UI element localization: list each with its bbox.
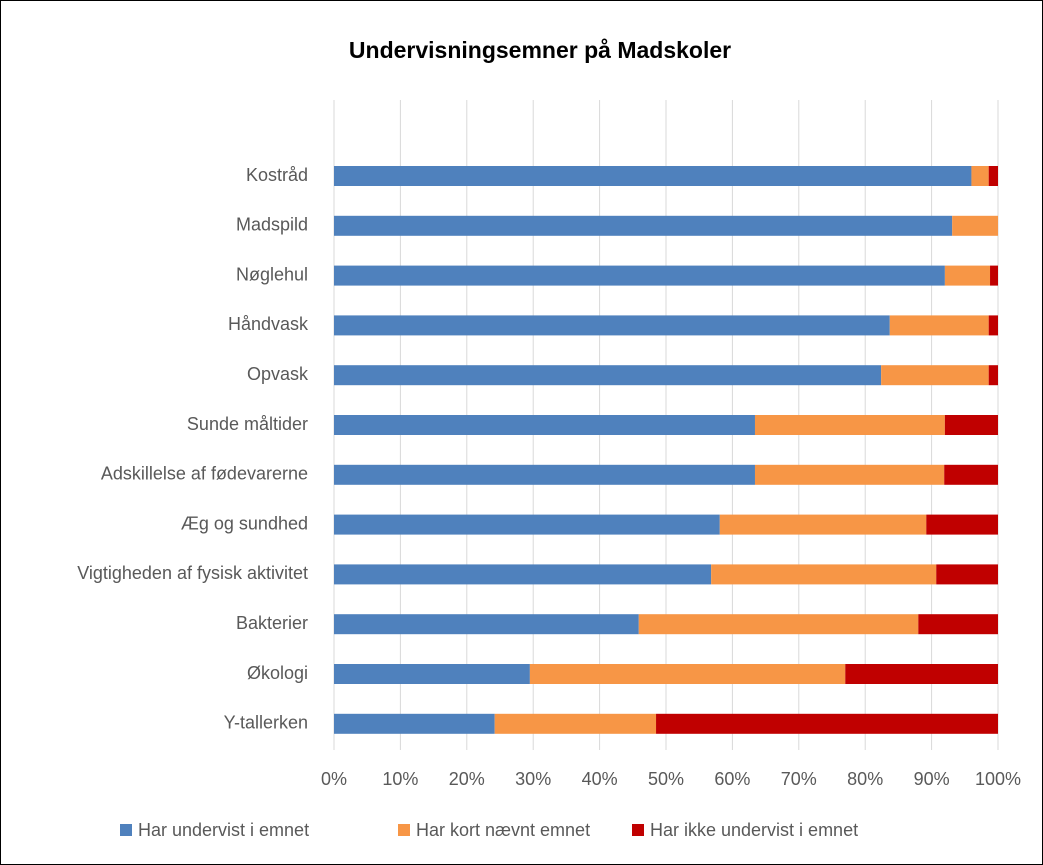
- y-tick-label: Adskillelse af fødevarerne: [101, 464, 308, 484]
- y-tick-label: Bakterier: [236, 613, 308, 633]
- bar-segment: [334, 464, 755, 485]
- bar-segment: [334, 315, 890, 336]
- bar-segment: [754, 415, 945, 435]
- legend-swatch: [632, 824, 644, 836]
- y-tick-label: Opvask: [247, 364, 309, 384]
- x-tick-label: 100%: [975, 769, 1021, 789]
- bar-segment: [926, 514, 998, 535]
- bar-segment: [952, 215, 998, 236]
- bar-segment: [990, 265, 998, 286]
- bar-segment: [889, 315, 989, 336]
- y-tick-label: Madspild: [236, 215, 308, 235]
- bar-segment: [936, 564, 998, 585]
- legend-label: Har kort nævnt emnet: [416, 820, 590, 840]
- bar-segment: [754, 464, 945, 485]
- bar-segment: [988, 315, 998, 336]
- x-tick-label: 90%: [914, 769, 950, 789]
- bar-segment: [656, 713, 998, 734]
- bar-segment: [988, 365, 998, 386]
- bar-segment: [529, 664, 846, 684]
- bar-segment: [638, 614, 919, 635]
- bar-segment: [971, 166, 989, 186]
- bar-segment: [944, 415, 998, 435]
- bar-segment: [334, 215, 953, 236]
- y-tick-label: Sunde måltider: [187, 414, 308, 434]
- x-tick-label: 10%: [382, 769, 418, 789]
- bar-segment: [881, 365, 989, 386]
- x-tick-label: 50%: [648, 769, 684, 789]
- x-tick-label: 60%: [714, 769, 750, 789]
- bar-segment: [711, 564, 937, 585]
- y-tick-label: Vigtigheden af fysisk aktivitet: [77, 563, 308, 583]
- bar-segment: [494, 713, 657, 734]
- x-tick-label: 80%: [847, 769, 883, 789]
- bar-segment: [334, 365, 882, 386]
- x-tick-label: 20%: [449, 769, 485, 789]
- x-tick-label: 40%: [582, 769, 618, 789]
- bar-segment: [944, 265, 991, 286]
- y-tick-label: Håndvask: [228, 314, 309, 334]
- x-tick-label: 0%: [321, 769, 347, 789]
- legend-label: Har ikke undervist i emnet: [650, 820, 858, 840]
- y-tick-label: Nøglehul: [236, 264, 308, 284]
- bar-segment: [334, 713, 495, 734]
- bar-segment: [334, 166, 972, 186]
- x-tick-label: 30%: [515, 769, 551, 789]
- y-tick-label: Kostråd: [246, 165, 308, 185]
- y-tick-label: Økologi: [247, 663, 308, 683]
- bar-segment: [334, 265, 945, 286]
- bar-segment: [719, 514, 927, 535]
- bar-segment: [988, 166, 998, 186]
- chart-title: Undervisningsemner på Madskoler: [349, 37, 731, 63]
- bar-segment: [334, 614, 639, 635]
- legend-swatch: [120, 824, 132, 836]
- bar-segment: [334, 664, 530, 684]
- bar-segment: [918, 614, 998, 635]
- bar-segment: [334, 415, 755, 435]
- bar-segment: [334, 564, 712, 585]
- y-tick-label: Y-tallerken: [224, 713, 308, 733]
- legend-swatch: [398, 824, 410, 836]
- x-tick-label: 70%: [781, 769, 817, 789]
- bar-segment: [845, 664, 998, 684]
- bar-segment: [944, 464, 998, 485]
- y-tick-label: Æg og sundhed: [181, 513, 308, 533]
- legend-label: Har undervist i emnet: [138, 820, 309, 840]
- bar-segment: [334, 514, 720, 535]
